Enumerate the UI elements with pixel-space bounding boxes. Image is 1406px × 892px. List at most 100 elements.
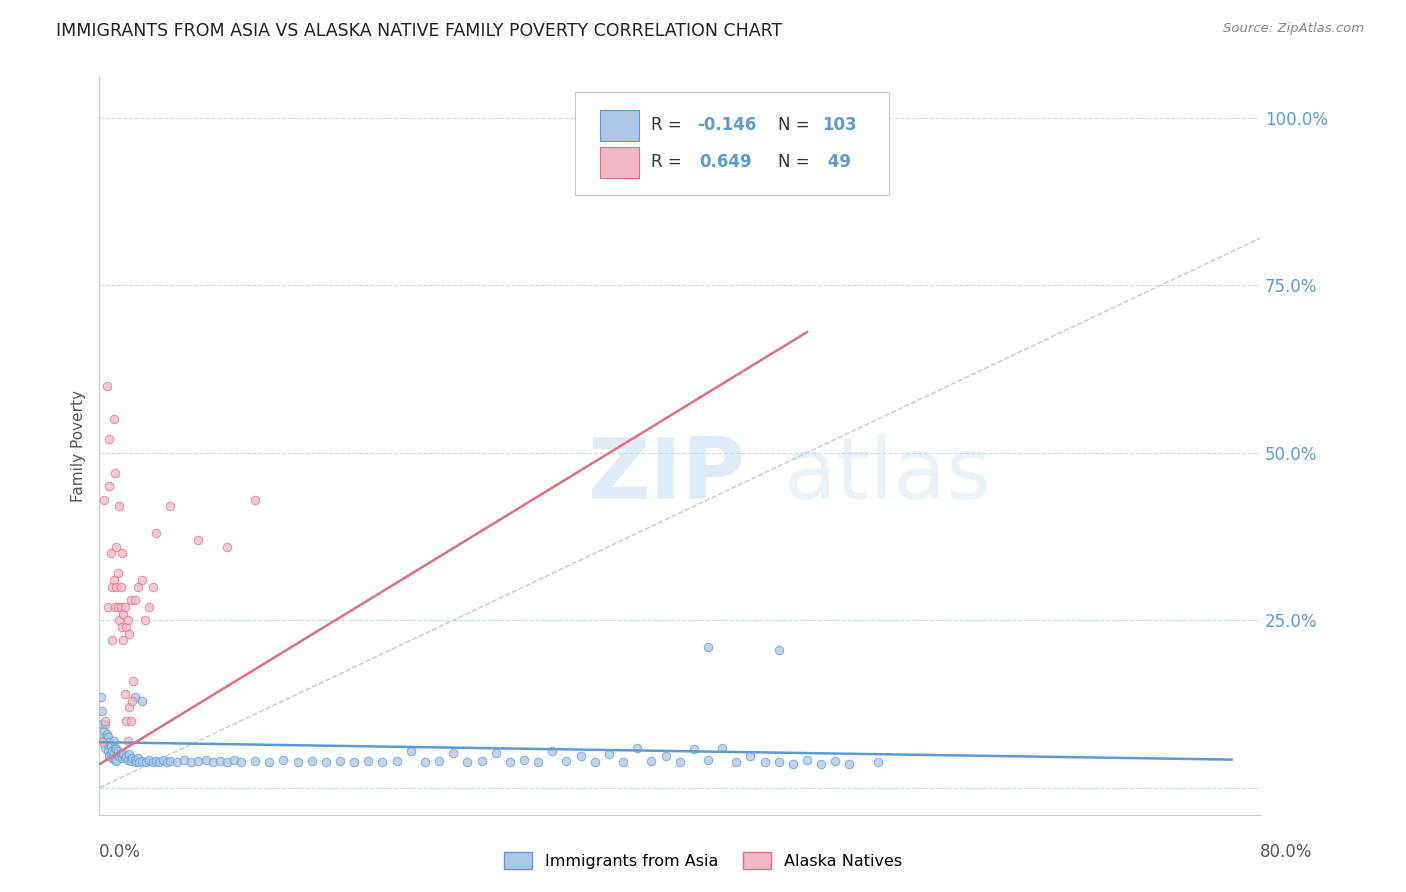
Point — [98, 748, 121, 763]
Point — [115, 748, 138, 763]
Point — [103, 734, 125, 748]
Point — [124, 690, 146, 705]
Point — [385, 754, 408, 768]
Point — [127, 580, 149, 594]
Point — [194, 753, 217, 767]
Point — [108, 613, 131, 627]
Point — [583, 756, 606, 770]
Point — [128, 756, 150, 770]
Point — [711, 740, 734, 755]
Point — [682, 742, 704, 756]
Point — [110, 580, 132, 594]
Point — [555, 754, 578, 768]
Point — [104, 466, 127, 480]
Point — [824, 754, 846, 768]
Text: N =: N = — [779, 153, 815, 171]
Point — [127, 751, 149, 765]
Text: 49: 49 — [823, 153, 852, 171]
Point — [527, 756, 550, 770]
Point — [111, 750, 134, 764]
Point — [111, 546, 134, 560]
Point — [124, 593, 146, 607]
Point — [142, 580, 165, 594]
Text: 80.0%: 80.0% — [1260, 843, 1313, 861]
Point — [96, 737, 118, 751]
FancyBboxPatch shape — [599, 110, 640, 141]
Point — [180, 756, 202, 770]
Point — [107, 566, 129, 581]
Point — [117, 753, 139, 767]
Point — [215, 540, 238, 554]
Text: Source: ZipAtlas.com: Source: ZipAtlas.com — [1223, 22, 1364, 36]
Point — [104, 599, 127, 614]
Text: ZIP: ZIP — [586, 434, 745, 517]
Point — [187, 754, 209, 768]
Point — [121, 750, 143, 764]
Point — [110, 599, 132, 614]
Point — [94, 717, 117, 731]
Point — [866, 756, 889, 770]
Point — [485, 746, 508, 760]
Point — [612, 756, 634, 770]
Point — [315, 756, 337, 770]
Point — [100, 747, 122, 762]
Point — [110, 746, 132, 760]
FancyBboxPatch shape — [599, 146, 640, 178]
Point — [120, 754, 142, 768]
Point — [101, 633, 124, 648]
Point — [259, 756, 281, 770]
Point — [222, 753, 245, 767]
Point — [115, 620, 138, 634]
Point — [122, 673, 145, 688]
Point — [100, 739, 122, 754]
Y-axis label: Family Poverty: Family Poverty — [72, 390, 86, 502]
Point — [754, 756, 776, 770]
Point — [117, 734, 139, 748]
Point — [513, 753, 536, 767]
Point — [229, 756, 252, 770]
Point — [768, 643, 790, 657]
Point — [107, 744, 129, 758]
Point — [287, 756, 309, 770]
Point — [148, 756, 170, 770]
Point — [108, 500, 131, 514]
Text: R =: R = — [651, 153, 692, 171]
Point — [112, 607, 135, 621]
Point — [96, 378, 118, 392]
Point — [118, 626, 141, 640]
Point — [138, 599, 160, 614]
Point — [101, 744, 124, 758]
Point — [159, 754, 181, 768]
Point — [640, 754, 662, 768]
Point — [598, 747, 620, 762]
Point — [121, 693, 143, 707]
Point — [112, 747, 135, 762]
Point — [697, 640, 720, 654]
Point — [114, 687, 136, 701]
Point — [697, 753, 720, 767]
Point — [94, 740, 117, 755]
Point — [111, 620, 134, 634]
Point — [96, 727, 118, 741]
Point — [94, 714, 117, 728]
Point — [243, 492, 266, 507]
Point — [470, 754, 492, 768]
Point — [413, 756, 436, 770]
Point — [134, 613, 156, 627]
Point — [91, 717, 114, 731]
Point — [838, 757, 860, 772]
Point — [166, 756, 188, 770]
Point — [768, 756, 790, 770]
Point — [145, 526, 167, 541]
Point — [93, 492, 115, 507]
Point — [142, 756, 165, 770]
Point — [626, 740, 648, 755]
Point — [740, 748, 762, 763]
Point — [187, 533, 209, 547]
Point — [399, 744, 422, 758]
Point — [152, 753, 174, 767]
Point — [654, 748, 676, 763]
Point — [145, 754, 167, 768]
Point — [117, 613, 139, 627]
Point — [120, 593, 142, 607]
